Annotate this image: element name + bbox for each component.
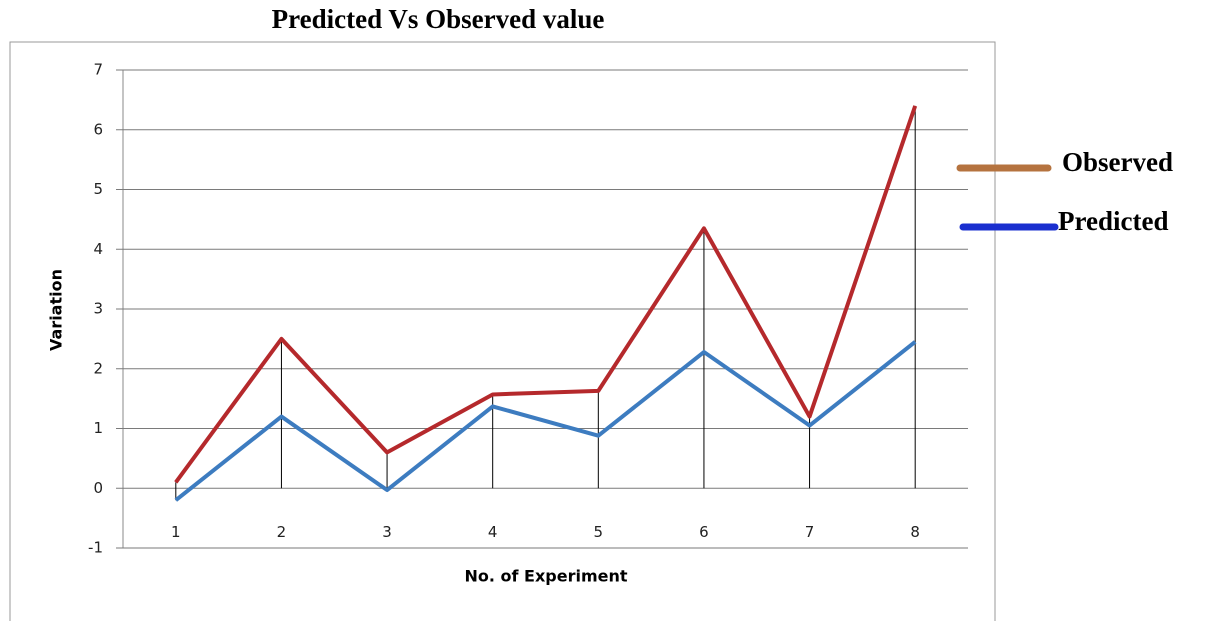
chart-frame — [9, 41, 996, 621]
x-tick-label: 4 — [488, 523, 498, 541]
x-tick-label: 7 — [805, 523, 815, 541]
series-line — [174, 105, 918, 484]
x-tick-label: 3 — [382, 523, 392, 541]
y-tick-label: 1 — [93, 419, 103, 437]
y-tick-label: -1 — [88, 539, 103, 557]
x-tick-label: 6 — [699, 523, 709, 541]
y-tick-label: 2 — [93, 359, 103, 377]
x-tick-label: 1 — [171, 523, 181, 541]
y-tick-label: 4 — [93, 240, 103, 258]
y-tick-label: 5 — [93, 180, 103, 198]
x-tick-label: 2 — [277, 523, 287, 541]
y-tick-label: 0 — [93, 479, 103, 497]
chart-title: Predicted Vs Observed value — [272, 4, 605, 34]
legend-label: Predicted — [1058, 206, 1168, 236]
series-line — [174, 340, 917, 502]
x-axis-label: No. of Experiment — [464, 567, 627, 586]
y-tick-label: 3 — [93, 300, 103, 318]
x-tick-label: 5 — [594, 523, 604, 541]
x-tick-label: 8 — [910, 523, 920, 541]
legend-label: Observed — [1062, 147, 1173, 177]
y-axis-label: Variation — [47, 269, 66, 351]
y-tick-label: 6 — [93, 120, 103, 138]
y-tick-label: 7 — [93, 61, 103, 79]
